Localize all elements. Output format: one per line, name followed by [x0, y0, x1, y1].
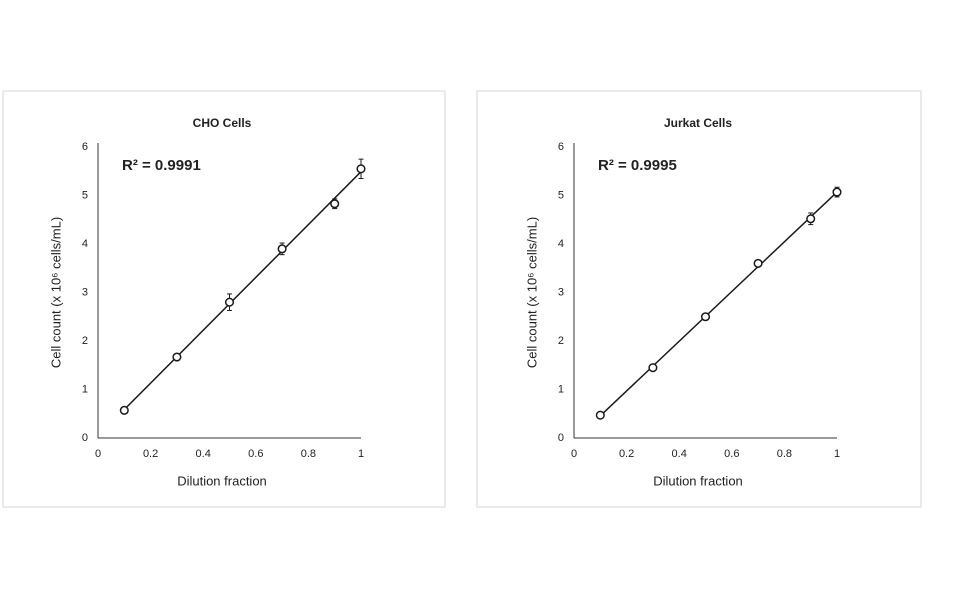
- x-tick-label: 0.8: [301, 448, 316, 460]
- y-tick-label: 6: [558, 141, 564, 153]
- y-tick-label: 1: [82, 383, 88, 395]
- data-point: [753, 258, 763, 268]
- trend-line: [123, 171, 362, 411]
- y-tick-label: 4: [558, 238, 564, 250]
- y-tick-label: 4: [82, 238, 88, 250]
- y-tick-label: 0: [558, 432, 564, 444]
- data-point: [356, 164, 366, 174]
- data-point: [832, 187, 842, 197]
- annotation: R² = 0.9995: [598, 157, 677, 174]
- x-tick-label: 0.6: [724, 448, 739, 460]
- chart-title: CHO Cells: [193, 116, 252, 130]
- x-axis-label: Dilution fraction: [653, 473, 743, 488]
- y-tick-label: 2: [82, 335, 88, 347]
- x-tick-label: 0.2: [619, 448, 634, 460]
- annotation: R² = 0.9991: [122, 157, 201, 174]
- x-tick-label: 0.4: [196, 448, 211, 460]
- y-tick-label: 3: [558, 286, 564, 298]
- chart-title: Jurkat Cells: [664, 116, 732, 130]
- chart: CHO Cells R² = 0.9991 Dilution fraction Cel…: [48, 116, 366, 488]
- data-point: [806, 214, 816, 224]
- data-point: [224, 297, 235, 307]
- data-point: [277, 244, 287, 254]
- x-tick-label: 0.4: [672, 448, 687, 460]
- y-tick-label: 3: [82, 286, 88, 298]
- y-tick-label: 5: [82, 189, 88, 201]
- y-tick-label: 6: [82, 141, 88, 153]
- data-point: [595, 410, 605, 420]
- y-tick-label: 2: [558, 335, 564, 347]
- y-axis-label: Cell count (x 10⁶ cells/mL): [524, 217, 539, 368]
- x-axis-label: Dilution fraction: [177, 473, 267, 488]
- panel-frame: [2, 90, 446, 508]
- x-tick-label: 0.8: [777, 448, 792, 460]
- y-tick-label: 1: [558, 383, 564, 395]
- x-tick-label: 1: [834, 448, 840, 460]
- x-tick-label: 0: [95, 448, 101, 460]
- x-tick-label: 0: [571, 448, 577, 460]
- data-point: [700, 312, 711, 322]
- x-tick-label: 0.6: [248, 448, 263, 460]
- x-tick-label: 0.2: [143, 448, 158, 460]
- y-tick-label: 0: [82, 432, 88, 444]
- y-axis-label: Cell count (x 10⁶ cells/mL): [48, 217, 63, 368]
- y-tick-label: 5: [558, 189, 564, 201]
- panel-frame: [476, 90, 922, 508]
- data-point: [119, 405, 129, 415]
- data-point: [648, 363, 658, 373]
- x-tick-label: 1: [358, 448, 364, 460]
- chart: Jurkat Cells R² = 0.9995 Dilution fraction…: [524, 116, 842, 488]
- data-point: [172, 352, 182, 362]
- trend-line: [599, 191, 838, 417]
- data-point: [330, 199, 340, 209]
